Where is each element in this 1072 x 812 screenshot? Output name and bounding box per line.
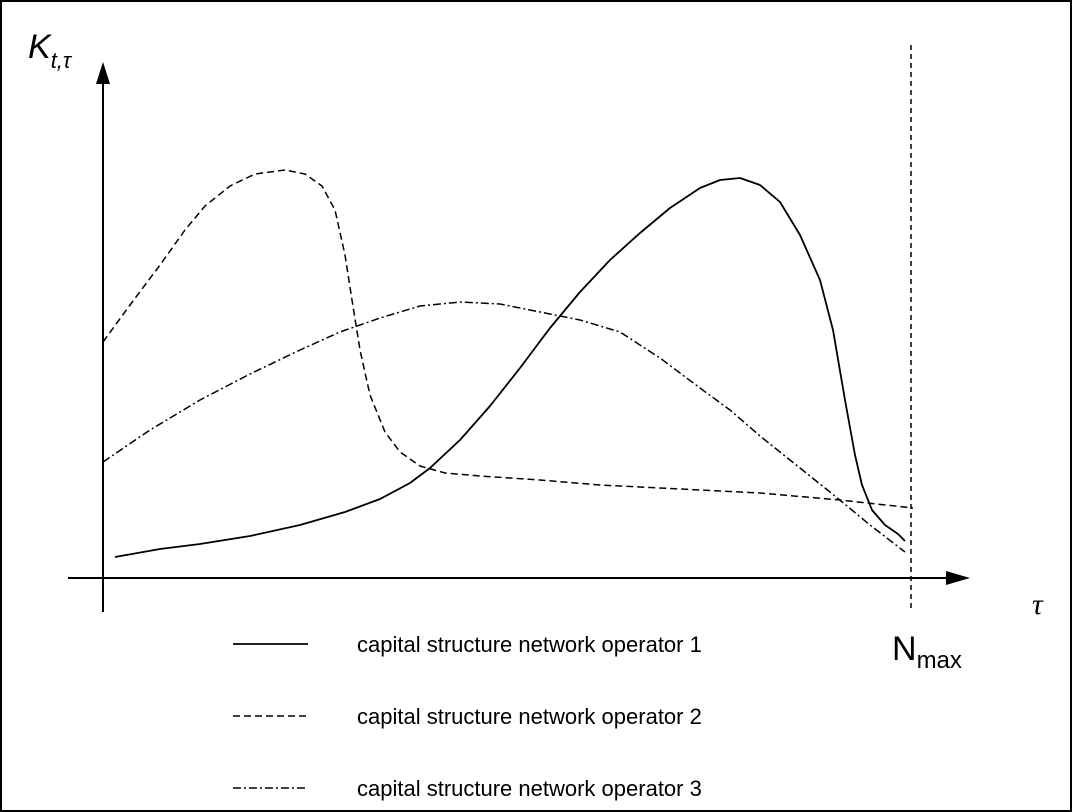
legend-label: capital structure network operator 1 bbox=[357, 632, 702, 657]
y-label-sub: t,τ bbox=[51, 48, 73, 73]
x-arrow bbox=[946, 571, 970, 585]
n-max-sub: max bbox=[917, 647, 962, 674]
legend-label: capital structure network operator 3 bbox=[357, 776, 702, 801]
n-max-main: N bbox=[892, 630, 917, 668]
n-max-label: Nmax bbox=[892, 630, 962, 674]
curve-operator-2 bbox=[102, 169, 914, 509]
y-label-main: K bbox=[28, 28, 52, 66]
y-arrow bbox=[96, 62, 110, 84]
legend-label: capital structure network operator 2 bbox=[357, 704, 702, 729]
x-axis-label: τ bbox=[1032, 588, 1044, 621]
y-axis-label: Kt,τ bbox=[28, 28, 73, 73]
curve-operator-3 bbox=[102, 301, 906, 553]
curve-operator-1 bbox=[114, 177, 906, 558]
